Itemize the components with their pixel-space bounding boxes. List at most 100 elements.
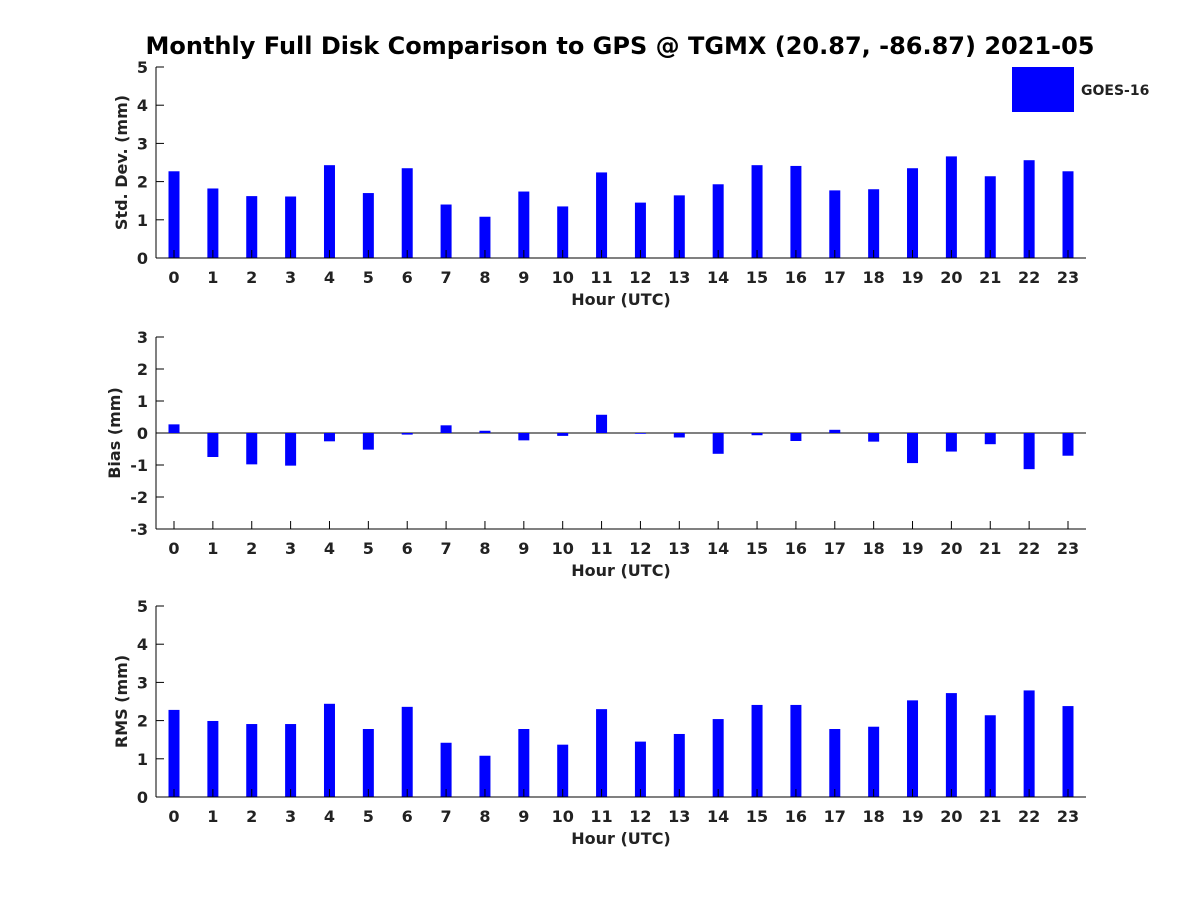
- x-tick-label-rms: 10: [552, 807, 574, 826]
- y-axis-label-rms: RMS (mm): [112, 655, 131, 748]
- x-tick-label-bias: 23: [1057, 539, 1079, 558]
- bar-bias-hour-0: [168, 424, 180, 433]
- bar-std-hour-0: [168, 171, 180, 258]
- x-tick-label-rms: 4: [324, 807, 335, 826]
- x-tick-label-std: 18: [863, 268, 885, 287]
- y-tick-label-bias: 1: [137, 392, 148, 411]
- x-tick-label-rms: 16: [785, 807, 807, 826]
- x-tick-label-rms: 15: [746, 807, 768, 826]
- x-tick-label-bias: 9: [518, 539, 529, 558]
- y-tick-label-bias: -2: [130, 488, 148, 507]
- bar-bias-hour-11: [596, 414, 608, 433]
- x-tick-label-std: 12: [629, 268, 651, 287]
- x-tick-label-rms: 13: [668, 807, 690, 826]
- x-tick-label-std: 4: [324, 268, 335, 287]
- x-tick-label-bias: 5: [363, 539, 374, 558]
- y-tick-label-rms: 5: [137, 597, 148, 616]
- x-tick-label-rms: 18: [863, 807, 885, 826]
- legend: GOES-16: [1012, 67, 1149, 112]
- bar-rms-hour-23: [1062, 706, 1074, 797]
- legend-swatch-goes-16: [1012, 67, 1074, 112]
- x-tick-label-std: 19: [901, 268, 923, 287]
- bar-bias-hour-4: [323, 433, 335, 442]
- x-tick-label-bias: 21: [979, 539, 1001, 558]
- x-tick-label-bias: 14: [707, 539, 729, 558]
- bar-std-hour-8: [479, 216, 491, 258]
- bar-rms-hour-5: [362, 729, 374, 797]
- x-tick-label-rms: 19: [901, 807, 923, 826]
- bar-rms-hour-6: [401, 706, 413, 797]
- x-tick-label-bias: 22: [1018, 539, 1040, 558]
- bar-rms-hour-0: [168, 709, 180, 797]
- bar-std-hour-6: [401, 168, 413, 258]
- x-tick-label-rms: 1: [207, 807, 218, 826]
- bar-bias-hour-12: [634, 433, 646, 434]
- bar-std-hour-14: [712, 184, 724, 258]
- y-tick-label-std: 4: [137, 96, 148, 115]
- bar-bias-hour-3: [285, 433, 297, 466]
- y-tick-label-bias: 2: [137, 360, 148, 379]
- x-tick-label-bias: 1: [207, 539, 218, 558]
- x-tick-label-std: 2: [246, 268, 257, 287]
- bar-rms-hour-17: [829, 729, 841, 797]
- bar-std-hour-7: [440, 204, 452, 258]
- y-tick-label-rms: 3: [137, 673, 148, 692]
- bar-bias-hour-6: [401, 433, 413, 435]
- y-tick-label-rms: 0: [137, 788, 148, 807]
- x-tick-label-bias: 8: [479, 539, 490, 558]
- x-tick-label-std: 11: [590, 268, 612, 287]
- y-tick-label-std: 5: [137, 58, 148, 77]
- x-tick-label-bias: 2: [246, 539, 257, 558]
- bar-std-hour-10: [557, 206, 569, 258]
- bar-rms-hour-22: [1023, 690, 1035, 797]
- x-tick-label-rms: 9: [518, 807, 529, 826]
- x-tick-label-std: 10: [552, 268, 574, 287]
- bar-rms-hour-1: [207, 720, 219, 797]
- bar-std-hour-15: [751, 165, 763, 258]
- bar-std-hour-20: [945, 156, 957, 258]
- bar-rms-hour-20: [945, 693, 957, 797]
- x-tick-label-bias: 12: [629, 539, 651, 558]
- bar-rms-hour-2: [246, 724, 258, 797]
- x-tick-label-bias: 6: [402, 539, 413, 558]
- x-tick-label-std: 6: [402, 268, 413, 287]
- bar-rms-hour-7: [440, 742, 452, 797]
- bar-bias-hour-17: [829, 429, 841, 433]
- bar-bias-hour-9: [518, 433, 530, 441]
- y-tick-label-rms: 2: [137, 712, 148, 731]
- bar-rms-hour-15: [751, 704, 763, 797]
- y-tick-label-rms: 1: [137, 750, 148, 769]
- x-tick-label-rms: 20: [940, 807, 962, 826]
- x-tick-label-std: 5: [363, 268, 374, 287]
- bar-std-hour-16: [790, 165, 802, 258]
- x-tick-label-std: 20: [940, 268, 962, 287]
- bar-std-hour-1: [207, 188, 219, 258]
- x-tick-label-rms: 8: [479, 807, 490, 826]
- bar-bias-hour-8: [479, 430, 491, 433]
- x-tick-label-rms: 11: [590, 807, 612, 826]
- y-axis-label-bias: Bias (mm): [105, 387, 124, 479]
- x-tick-label-std: 14: [707, 268, 729, 287]
- x-tick-label-bias: 11: [590, 539, 612, 558]
- x-tick-label-std: 3: [285, 268, 296, 287]
- bar-rms-hour-11: [596, 709, 608, 797]
- x-tick-label-bias: 18: [863, 539, 885, 558]
- y-tick-label-std: 1: [137, 211, 148, 230]
- x-tick-label-rms: 12: [629, 807, 651, 826]
- x-tick-label-rms: 7: [441, 807, 452, 826]
- bar-bias-hour-2: [246, 433, 258, 465]
- x-axis-label-bias: Hour (UTC): [571, 561, 671, 580]
- bar-bias-hour-18: [868, 433, 880, 442]
- x-tick-label-rms: 2: [246, 807, 257, 826]
- x-tick-label-rms: 14: [707, 807, 729, 826]
- bar-rms-hour-13: [673, 733, 685, 797]
- x-tick-label-bias: 13: [668, 539, 690, 558]
- x-tick-label-rms: 5: [363, 807, 374, 826]
- x-tick-label-rms: 6: [402, 807, 413, 826]
- x-tick-label-std: 16: [785, 268, 807, 287]
- x-tick-label-std: 23: [1057, 268, 1079, 287]
